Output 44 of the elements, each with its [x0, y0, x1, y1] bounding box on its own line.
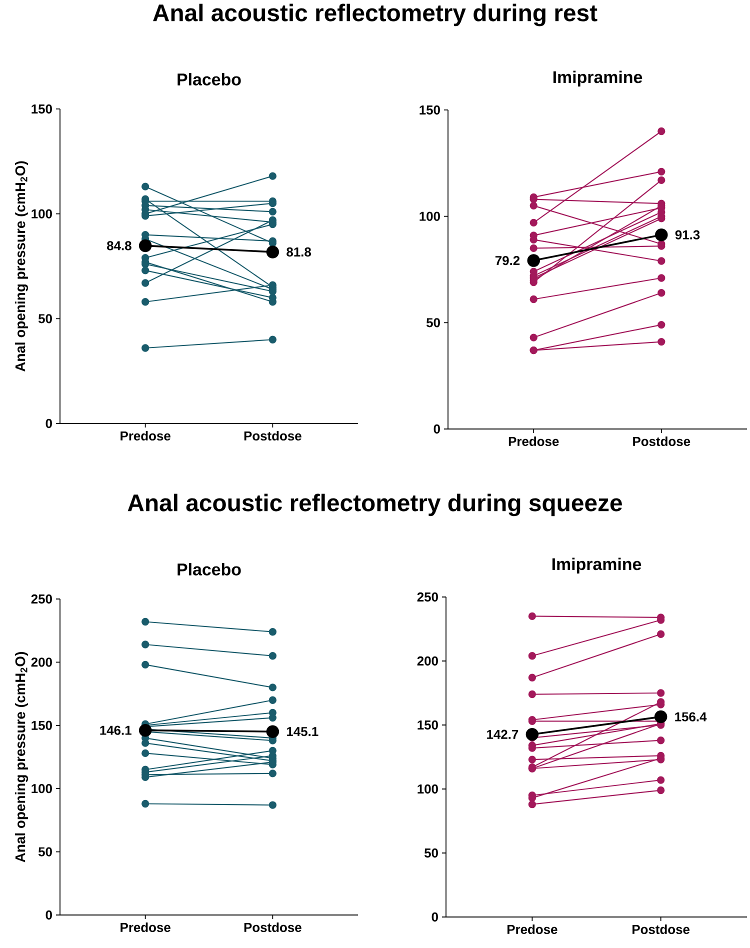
y-tick-label: 250 [417, 592, 438, 602]
data-label: 146.1 [100, 726, 132, 735]
x-tick-label: Postdose [244, 431, 302, 441]
y-tick-label: 0 [432, 912, 438, 922]
y-tick-label: 0 [434, 424, 440, 434]
x-tick-label: Postdose [244, 922, 302, 932]
chart-title: Placebo [178, 563, 241, 576]
y-tick-label: 200 [417, 656, 438, 666]
y-tick-label: 150 [32, 720, 52, 730]
y-tick-label: 50 [38, 847, 52, 856]
text: Anal acoustic reflectometry during rest [153, 4, 598, 26]
data-label: 156.4 [675, 712, 707, 722]
data-label: 79.2 [495, 256, 520, 266]
text: Anal acoustic reflectometry during squeeze [128, 494, 622, 516]
y-tick-label: 100 [420, 212, 440, 221]
x-tick-label: Predose [120, 431, 170, 441]
y-axis-title: Anal opening pressure (cmH$_{2}$O) [14, 652, 28, 862]
x-tick-label: Postdose [633, 436, 690, 446]
y-tick-label: 0 [46, 910, 52, 920]
y-tick-label: 150 [32, 104, 52, 114]
x-tick-label: Predose [508, 436, 559, 446]
y-tick-label: 150 [418, 720, 438, 730]
y-tick-label: 200 [31, 658, 52, 667]
x-tick-label: Predose [507, 924, 558, 934]
y-tick-label: 100 [418, 784, 438, 794]
x-tick-label: Postdose [632, 924, 690, 934]
y-tick-label: 150 [420, 105, 440, 115]
data-label: 91.3 [675, 230, 700, 240]
data-label: 81.8 [286, 247, 312, 257]
y-tick-label: 50 [38, 314, 52, 324]
chart-title: Imipramine [552, 558, 642, 574]
chart-title: Imipramine [553, 70, 642, 86]
y-axis-title: Anal opening pressure (cmH$_{2}$O) [14, 161, 28, 372]
data-label: 84.8 [107, 241, 132, 250]
data-label: 145.1 [287, 727, 318, 736]
y-tick-label: 50 [424, 848, 438, 858]
y-tick-label: 100 [32, 209, 52, 218]
y-tick-label: 50 [426, 318, 440, 328]
chart-title: Placebo [178, 73, 241, 86]
y-tick-label: 100 [32, 784, 52, 794]
x-tick-label: Predose [120, 922, 170, 932]
y-tick-label: 0 [46, 418, 52, 428]
data-label: 142.7 [487, 730, 518, 739]
y-tick-label: 250 [31, 594, 52, 604]
